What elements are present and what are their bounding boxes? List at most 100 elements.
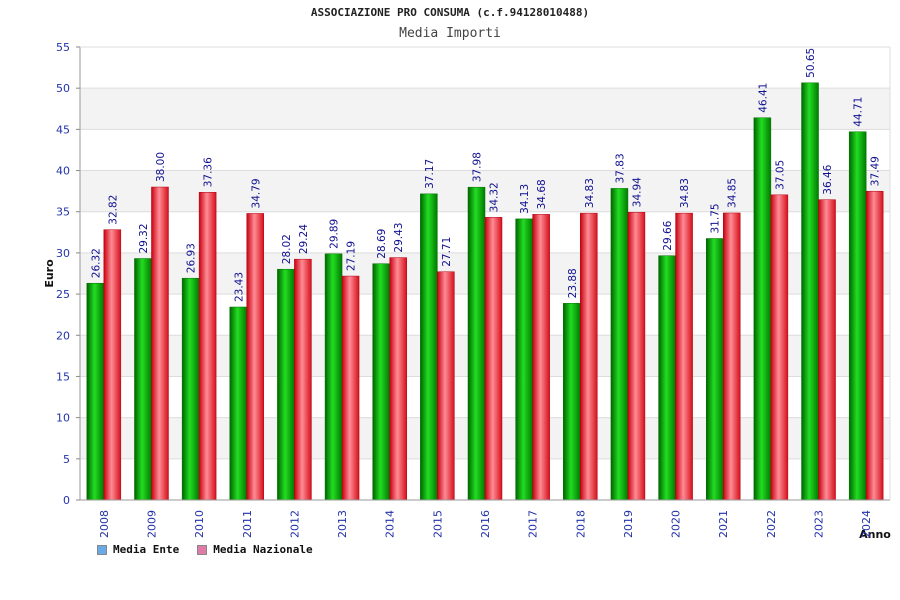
y-tick-label: 10	[56, 412, 70, 425]
legend-label: Media Ente	[113, 543, 180, 556]
data-label: 38.00	[155, 152, 167, 182]
bar-media-nazionale-2011	[246, 213, 265, 501]
x-tick-label: 2015	[431, 510, 444, 538]
data-label: 23.88	[567, 268, 579, 298]
bar-media-ente-2015	[420, 193, 438, 501]
bar-media-nazionale-2024	[865, 190, 884, 501]
data-label: 34.32	[489, 182, 501, 212]
grid-band	[80, 47, 890, 89]
chart-subtitle: Media Importi	[399, 26, 501, 41]
bar-media-ente-2009	[134, 258, 152, 501]
x-tick-label: 2021	[717, 510, 730, 538]
data-label: 50.65	[805, 48, 817, 78]
bar-media-ente-2010	[181, 277, 200, 501]
y-tick-label: 0	[63, 494, 70, 507]
bar-media-ente-2017	[515, 218, 533, 501]
y-tick-label: 50	[56, 82, 70, 95]
bar-media-nazionale-2010	[198, 192, 217, 501]
data-label: 26.32	[90, 248, 102, 278]
data-label: 37.17	[424, 159, 436, 189]
bar-media-ente-2019	[610, 188, 629, 501]
bar-media-ente-2024	[848, 131, 867, 501]
x-tick-label: 2019	[622, 510, 635, 538]
x-tick-label: 2016	[479, 510, 492, 538]
data-label: 28.69	[376, 229, 388, 259]
data-label: 44.71	[853, 97, 865, 127]
bar-media-ente-2020	[658, 255, 676, 501]
x-tick-label: 2020	[670, 510, 683, 538]
bar-media-ente-2014	[372, 263, 390, 501]
data-label: 46.41	[757, 83, 769, 113]
x-axis-title: Anno	[859, 528, 891, 541]
y-tick-label: 20	[56, 329, 70, 342]
x-tick-label: 2017	[527, 510, 540, 538]
bar-media-ente-2012	[277, 268, 295, 501]
data-label: 36.46	[822, 164, 834, 194]
data-label: 34.83	[679, 178, 691, 208]
x-tick-label: 2013	[336, 510, 349, 538]
legend-item-media-nazionale[interactable]: Media Nazionale	[197, 543, 313, 556]
x-tick-label: 2008	[98, 510, 111, 538]
bar-media-nazionale-2023	[818, 199, 836, 501]
data-label: 27.19	[346, 241, 358, 271]
bar-media-nazionale-2017	[532, 214, 550, 501]
x-tick-label: 2009	[145, 510, 158, 538]
data-label: 32.82	[107, 195, 119, 225]
bar-media-ente-2013	[324, 253, 343, 501]
data-label: 23.43	[233, 272, 245, 302]
data-label: 29.24	[298, 224, 310, 254]
bar-media-nazionale-2009	[151, 186, 169, 501]
x-tick-label: 2010	[193, 510, 206, 538]
y-tick-label: 5	[63, 453, 70, 466]
chart-title: ASSOCIAZIONE PRO CONSUMA (c.f.9412801048…	[310, 6, 590, 19]
bar-media-nazionale-2012	[294, 258, 312, 501]
data-label: 29.32	[138, 223, 150, 253]
data-label: 28.02	[281, 234, 293, 264]
x-tick-label: 2018	[574, 510, 587, 538]
data-label: 34.13	[519, 184, 531, 214]
bar-media-nazionale-2013	[341, 275, 360, 501]
y-axis-title: Euro	[43, 259, 56, 288]
data-label: 37.05	[774, 160, 786, 190]
data-label: 34.94	[631, 177, 643, 207]
bar-media-nazionale-2019	[627, 211, 646, 501]
data-label: 29.89	[329, 219, 341, 249]
bar-media-ente-2021	[705, 238, 724, 501]
x-tick-label: 2011	[241, 510, 254, 538]
bar-media-nazionale-2018	[580, 212, 598, 501]
bar-media-nazionale-2021	[722, 212, 741, 501]
bar-media-ente-2018	[563, 303, 581, 501]
y-tick-label: 55	[56, 41, 70, 54]
bar-media-ente-2011	[229, 306, 248, 501]
data-label: 37.83	[614, 153, 626, 183]
legend-item-media-ente[interactable]: Media Ente	[97, 543, 179, 556]
bar-media-ente-2008	[86, 282, 105, 501]
legend-label: Media Nazionale	[213, 543, 313, 556]
bar-media-nazionale-2008	[103, 229, 122, 501]
y-tick-label: 35	[56, 206, 70, 219]
data-label: 34.85	[727, 178, 739, 208]
x-tick-label: 2024	[860, 510, 873, 538]
data-label: 29.66	[662, 220, 674, 250]
y-tick-label: 40	[56, 165, 70, 178]
data-label: 27.71	[441, 237, 453, 267]
data-label: 34.79	[250, 178, 262, 208]
data-label: 34.83	[584, 178, 596, 208]
y-tick-label: 25	[56, 288, 70, 301]
data-label: 34.68	[536, 179, 548, 209]
data-label: 29.43	[393, 223, 405, 253]
bar-media-ente-2023	[801, 82, 819, 501]
data-label: 37.36	[203, 157, 215, 187]
data-label: 37.49	[870, 156, 882, 186]
bar-media-ente-2016	[467, 186, 486, 501]
y-tick-label: 45	[56, 123, 70, 136]
bar-media-nazionale-2016	[484, 217, 503, 501]
bar-media-nazionale-2014	[389, 257, 407, 501]
x-tick-label: 2014	[384, 510, 397, 538]
data-label: 37.98	[472, 152, 484, 182]
y-tick-label: 15	[56, 370, 70, 383]
data-label: 31.75	[710, 203, 722, 233]
legend: Media Ente Media Nazionale	[97, 543, 313, 556]
y-tick-label: 30	[56, 247, 70, 260]
